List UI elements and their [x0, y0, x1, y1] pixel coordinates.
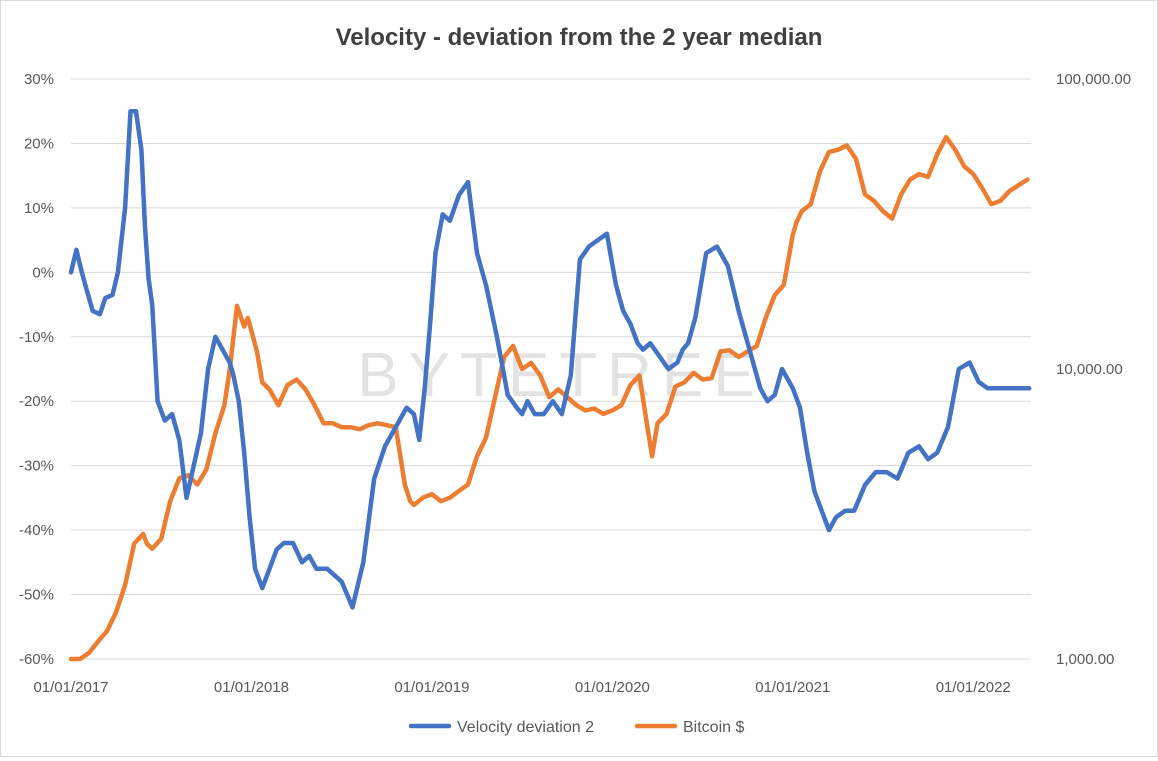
x-tick-label: 01/01/2017: [33, 679, 108, 696]
x-tick-label: 01/01/2020: [575, 679, 650, 696]
chart-title: Velocity - deviation from the 2 year med…: [336, 24, 823, 51]
legend-item-velocity: Velocity deviation 2: [408, 719, 594, 736]
left-tick-label: -30%: [19, 458, 54, 475]
left-tick-label: 0%: [32, 264, 54, 281]
legend-label: Bitcoin $: [683, 719, 744, 736]
right-tick-label: 10,000.00: [1056, 361, 1123, 378]
right-axis: 100,000.00 10,000.00 1,000.00: [1056, 71, 1131, 668]
x-tick-label: 01/01/2018: [214, 679, 289, 696]
left-tick-label: -50%: [19, 587, 54, 604]
left-tick-label: -20%: [19, 393, 54, 410]
x-tick-label: 01/01/2019: [394, 679, 469, 696]
series-layer: [68, 108, 1032, 662]
left-tick-label: -10%: [19, 329, 54, 346]
legend-item-bitcoin: Bitcoin $: [634, 719, 744, 736]
legend: Velocity deviation 2 Bitcoin $: [408, 719, 744, 736]
left-tick-label: 30%: [24, 71, 54, 88]
watermark: BYTETREE: [357, 341, 764, 410]
right-tick-label: 100,000.00: [1056, 71, 1131, 88]
legend-label: Velocity deviation 2: [457, 719, 594, 736]
x-tick-label: 01/01/2021: [755, 679, 830, 696]
left-tick-label: -60%: [19, 651, 54, 668]
series-line-velocity-deviation: [68, 108, 1032, 610]
x-tick-label: 01/01/2022: [936, 679, 1011, 696]
series-line-bitcoin: [68, 134, 1030, 662]
right-tick-label: 1,000.00: [1056, 651, 1114, 668]
left-tick-label: 10%: [24, 200, 54, 217]
left-tick-label: 20%: [24, 135, 54, 152]
left-axis: 30% 20% 10% 0% -10% -20% -30% -40% -50% -60%: [19, 71, 54, 668]
x-axis: 01/01/2017 01/01/2018 01/01/2019 01/01/2020…: [33, 679, 1010, 696]
left-tick-label: -40%: [19, 522, 54, 539]
